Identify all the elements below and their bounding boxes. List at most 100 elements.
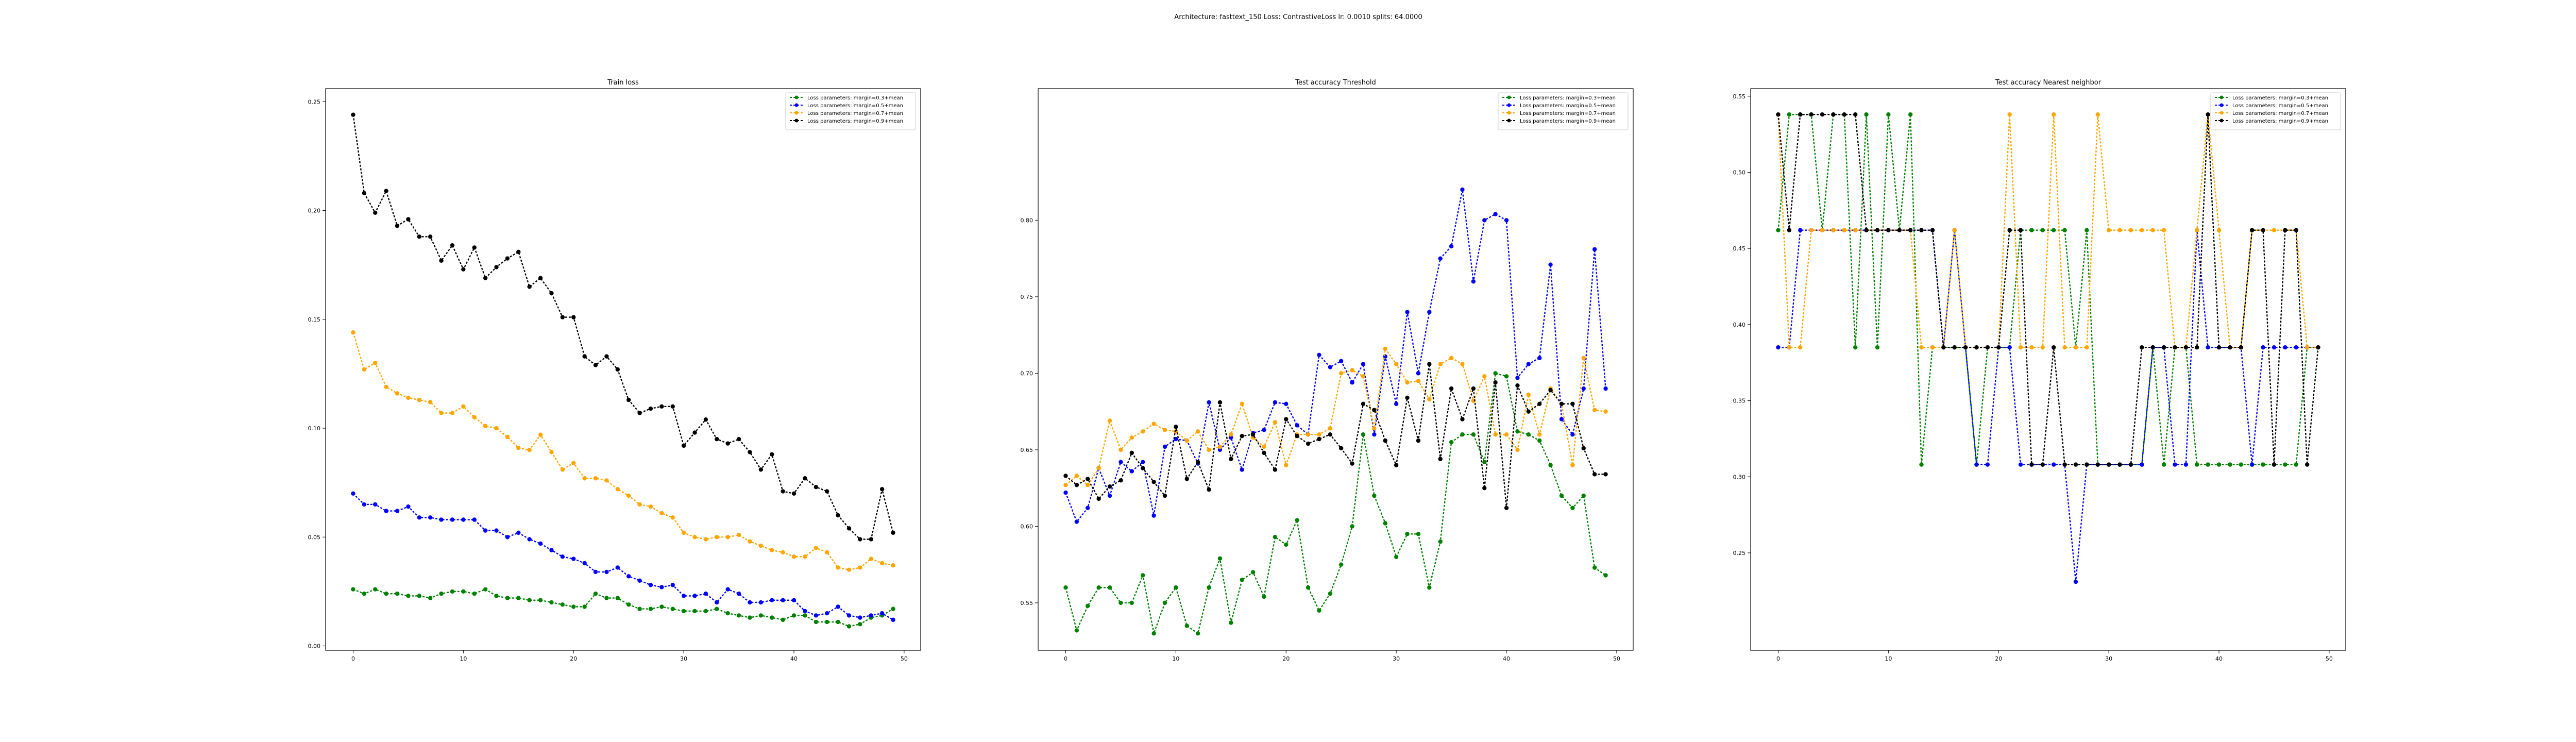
data-point: [593, 591, 598, 596]
data-point: [1273, 420, 1278, 425]
data-point: [2304, 462, 2310, 467]
data-point: [2261, 228, 2265, 232]
data-point: [2106, 228, 2111, 232]
data-point: [1317, 432, 1321, 437]
data-point: [692, 609, 697, 614]
data-point: [593, 569, 598, 575]
data-point: [1897, 228, 1902, 232]
data-point: [2117, 228, 2122, 232]
data-point: [428, 400, 433, 404]
data-point: [1853, 228, 1858, 232]
data-point: [1842, 228, 1847, 232]
data-point: [1603, 409, 1608, 414]
data-point: [1996, 345, 2001, 350]
data-point: [748, 600, 752, 605]
data-point: [2007, 228, 2012, 232]
data-point: [2195, 462, 2199, 467]
data-point: [450, 411, 455, 415]
data-point: [1217, 447, 1223, 452]
data-point: [1787, 112, 1792, 117]
data-point: [692, 430, 697, 435]
data-point: [571, 604, 576, 609]
data-point: [814, 613, 819, 618]
data-point: [891, 530, 895, 535]
data-point: [2294, 345, 2298, 350]
legend-label: Loss parameters: margin=0.5+mean: [2232, 103, 2328, 109]
data-point: [571, 461, 576, 465]
data-point: [846, 613, 852, 618]
data-point: [1460, 187, 1465, 192]
series-line: [1777, 113, 2318, 465]
data-point: [637, 578, 642, 583]
data-point: [1063, 474, 1068, 478]
data-point: [351, 587, 355, 592]
data-point: [494, 265, 499, 269]
data-point: [1162, 444, 1167, 449]
data-point: [615, 596, 620, 600]
data-point: [725, 587, 730, 592]
data-point: [516, 596, 521, 600]
data-point: [1174, 425, 1178, 429]
data-point: [2249, 462, 2255, 467]
data-point: [1217, 400, 1223, 405]
data-point: [2018, 345, 2023, 350]
data-point: [505, 596, 510, 600]
data-point: [1350, 461, 1354, 466]
data-point: [1317, 352, 1321, 357]
data-point: [1919, 228, 1924, 232]
data-point: [593, 363, 598, 367]
data-point: [1493, 212, 1498, 216]
data-point: [1908, 112, 1913, 117]
data-point: [1471, 432, 1476, 437]
data-point: [1086, 477, 1090, 481]
data-point: [1306, 441, 1311, 446]
data-point: [1229, 457, 1233, 461]
axes-frame: [325, 88, 921, 651]
data-point: [1405, 532, 1410, 536]
data-point: [549, 450, 554, 454]
data-point: [1317, 436, 1321, 442]
data-point: [1328, 426, 1333, 431]
data-point: [483, 276, 488, 280]
y-tick-label: 0.25: [308, 98, 321, 105]
data-point: [2029, 462, 2034, 467]
data-point: [1350, 380, 1354, 385]
data-point: [1526, 409, 1531, 414]
legend-label: Loss parameters: margin=0.3+mean: [2232, 95, 2328, 101]
y-tick-label: 0.55: [1021, 600, 1033, 606]
data-point: [2073, 579, 2078, 584]
data-point: [703, 591, 708, 596]
data-point: [637, 502, 642, 507]
data-point: [659, 404, 664, 409]
data-point: [1162, 600, 1167, 605]
data-point: [1787, 228, 1792, 232]
data-point: [1086, 505, 1090, 510]
data-point: [1809, 228, 1814, 232]
data-point: [2007, 112, 2012, 117]
data-point: [1074, 519, 1079, 524]
legend-label: Loss parameters: margin=0.7+mean: [2232, 111, 2328, 116]
chart-panel-3: Test accuracy Nearest neighbor 0 10 20 30 40 5…: [1733, 79, 2346, 662]
x-tick-label: 50: [901, 655, 908, 662]
data-point: [505, 256, 510, 261]
data-point: [648, 606, 653, 611]
data-point: [692, 535, 697, 539]
y-tick-label: 0.00: [308, 643, 321, 650]
data-point: [1504, 505, 1509, 510]
data-point: [1361, 432, 1366, 437]
data-point: [814, 546, 819, 550]
data-point: [505, 434, 510, 440]
data-point: [1603, 472, 1608, 477]
x-tick-label: 10: [460, 655, 467, 662]
data-point: [1460, 417, 1465, 421]
data-point: [1974, 462, 1979, 467]
data-point: [1526, 362, 1531, 366]
data-point: [1963, 345, 1968, 350]
data-point: [2283, 462, 2287, 467]
data-point: [2249, 228, 2255, 232]
data-point: [351, 491, 355, 496]
data-point: [1919, 462, 1924, 467]
data-point: [494, 594, 499, 598]
data-point: [1864, 228, 1869, 232]
legend-swatch-marker: [794, 119, 799, 123]
